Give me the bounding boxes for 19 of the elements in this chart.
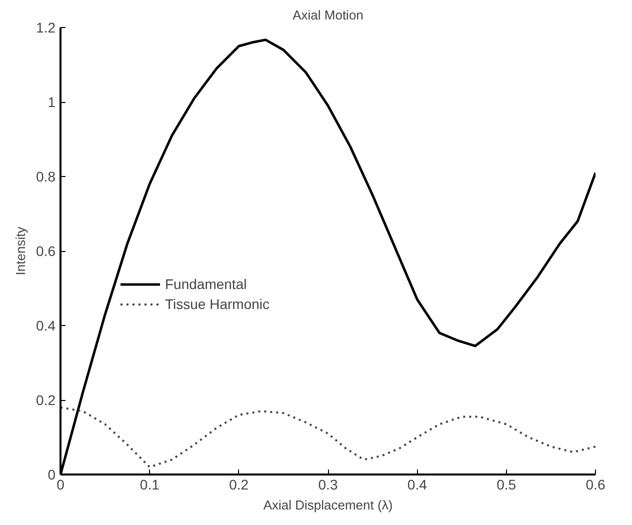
legend-label: Fundamental [165, 276, 247, 292]
x-axis-title: Axial Displacement (λ) [263, 498, 393, 512]
y-tick-label: 1 [48, 94, 56, 110]
y-tick-label: 1.2 [36, 20, 56, 36]
y-tick-label: 0.8 [36, 168, 56, 184]
y-axis-title: Intensity [13, 226, 28, 276]
x-tick-label: 0.4 [407, 476, 428, 492]
x-tick-label: 0.3 [318, 476, 338, 492]
line-series [60, 406, 596, 468]
x-tick-label: 0.2 [229, 476, 249, 492]
y-tick-label: 0 [48, 466, 56, 482]
chart-title: Axial Motion [292, 8, 364, 22]
legend-label: Tissue Harmonic [165, 296, 270, 312]
y-tick-label: 0.2 [36, 392, 56, 408]
x-tick-label: 0.6 [586, 476, 606, 492]
x-tick-label: 0.5 [496, 476, 516, 492]
x-tick-label: 0.1 [140, 476, 160, 492]
y-tick-label: 0.6 [36, 243, 56, 259]
y-tick-label: 0.4 [36, 318, 56, 334]
